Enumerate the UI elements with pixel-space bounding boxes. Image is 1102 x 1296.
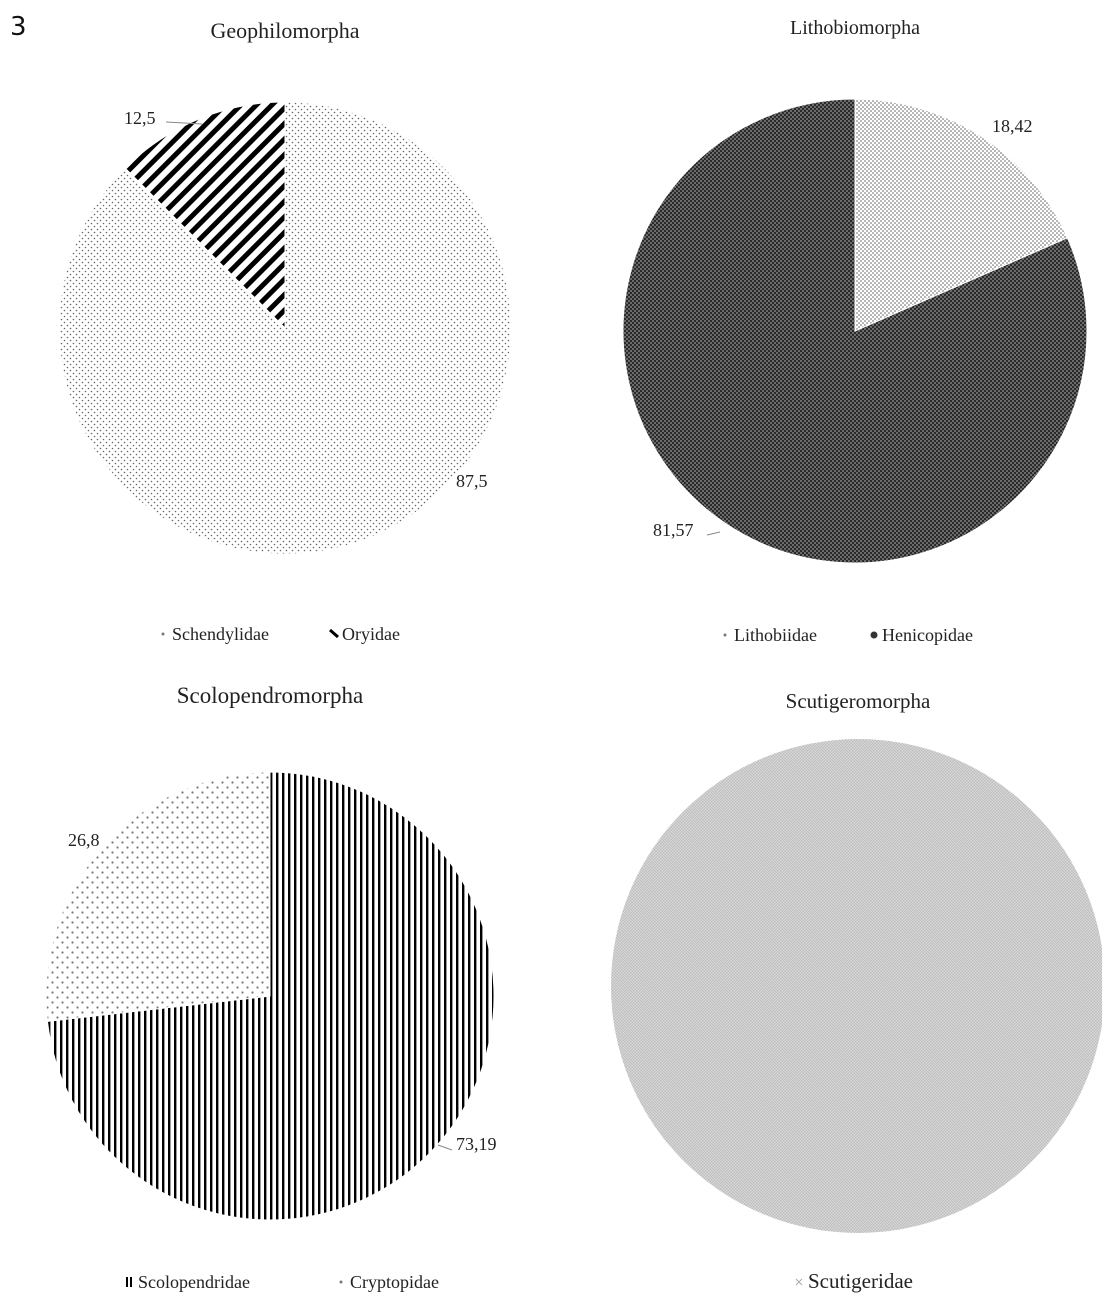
legend-label: Lithobiidae xyxy=(734,625,817,645)
pie-slice-scolopendridae xyxy=(46,771,495,1221)
label-leader-line xyxy=(437,1144,453,1151)
label-leader-line xyxy=(706,531,721,536)
chart-legend: Scutigeridae xyxy=(795,1269,913,1293)
chart-legend: Lithobiidae Henicopidae xyxy=(723,625,973,645)
pie-chart-4: Scutigeromorpha Scutigeridae xyxy=(611,689,1102,1293)
legend-marker-icon xyxy=(339,1280,343,1284)
legend-marker-icon xyxy=(870,631,878,639)
legend-marker-icon xyxy=(161,632,165,636)
pie-slice-oryidae xyxy=(124,101,286,330)
chart-title: Scutigeromorpha xyxy=(786,689,931,713)
legend-marker-icon xyxy=(126,1277,132,1287)
chart-title: Lithobiomorpha xyxy=(790,17,920,39)
pie-slice-henicopidae xyxy=(622,98,1088,564)
pie-chart-3: Scolopendromorpha 73,19 26,8 Scolopendridae… xyxy=(45,683,497,1292)
data-label: 73,19 xyxy=(456,1134,497,1154)
chart-title: Geophilomorpha xyxy=(210,18,359,43)
legend-label: Henicopidae xyxy=(882,625,973,645)
data-label: 87,5 xyxy=(456,471,488,491)
legend-label: Cryptopidae xyxy=(350,1272,439,1292)
data-label: 26,8 xyxy=(68,830,100,850)
data-label: 18,42 xyxy=(992,116,1033,136)
legend-label: Oryidae xyxy=(342,624,400,644)
legend-label: Schendylidae xyxy=(172,624,269,644)
data-label: 12,5 xyxy=(124,108,156,128)
panel-number: 3 xyxy=(10,12,27,42)
pie-slice-scutigeridae xyxy=(611,739,1102,1233)
legend-marker-icon xyxy=(329,628,339,639)
pie-slice-lithobiidae xyxy=(854,98,1069,332)
data-label: 81,57 xyxy=(653,520,694,540)
pie-slice-cryptopidae xyxy=(45,771,271,1022)
pie-chart-1: Geophilomorpha 87,5 12,5 Schendylidae Oryida… xyxy=(58,18,512,644)
chart-title: Scolopendromorpha xyxy=(177,683,364,708)
pie-chart-2: Lithobiomorpha 18,42 81,57 Lithobiidae Henic… xyxy=(622,17,1088,645)
legend-marker-icon xyxy=(795,1278,803,1286)
legend-label: Scolopendridae xyxy=(138,1272,250,1292)
legend-label: Scutigeridae xyxy=(808,1269,913,1293)
legend-marker-icon xyxy=(723,633,727,637)
label-leader-line xyxy=(165,121,203,125)
chart-legend: Scolopendridae Cryptopidae xyxy=(126,1272,439,1292)
chart-legend: Schendylidae Oryidae xyxy=(161,624,400,644)
charts-layer: Geophilomorpha 87,5 12,5 Schendylidae Oryida… xyxy=(45,17,1102,1293)
